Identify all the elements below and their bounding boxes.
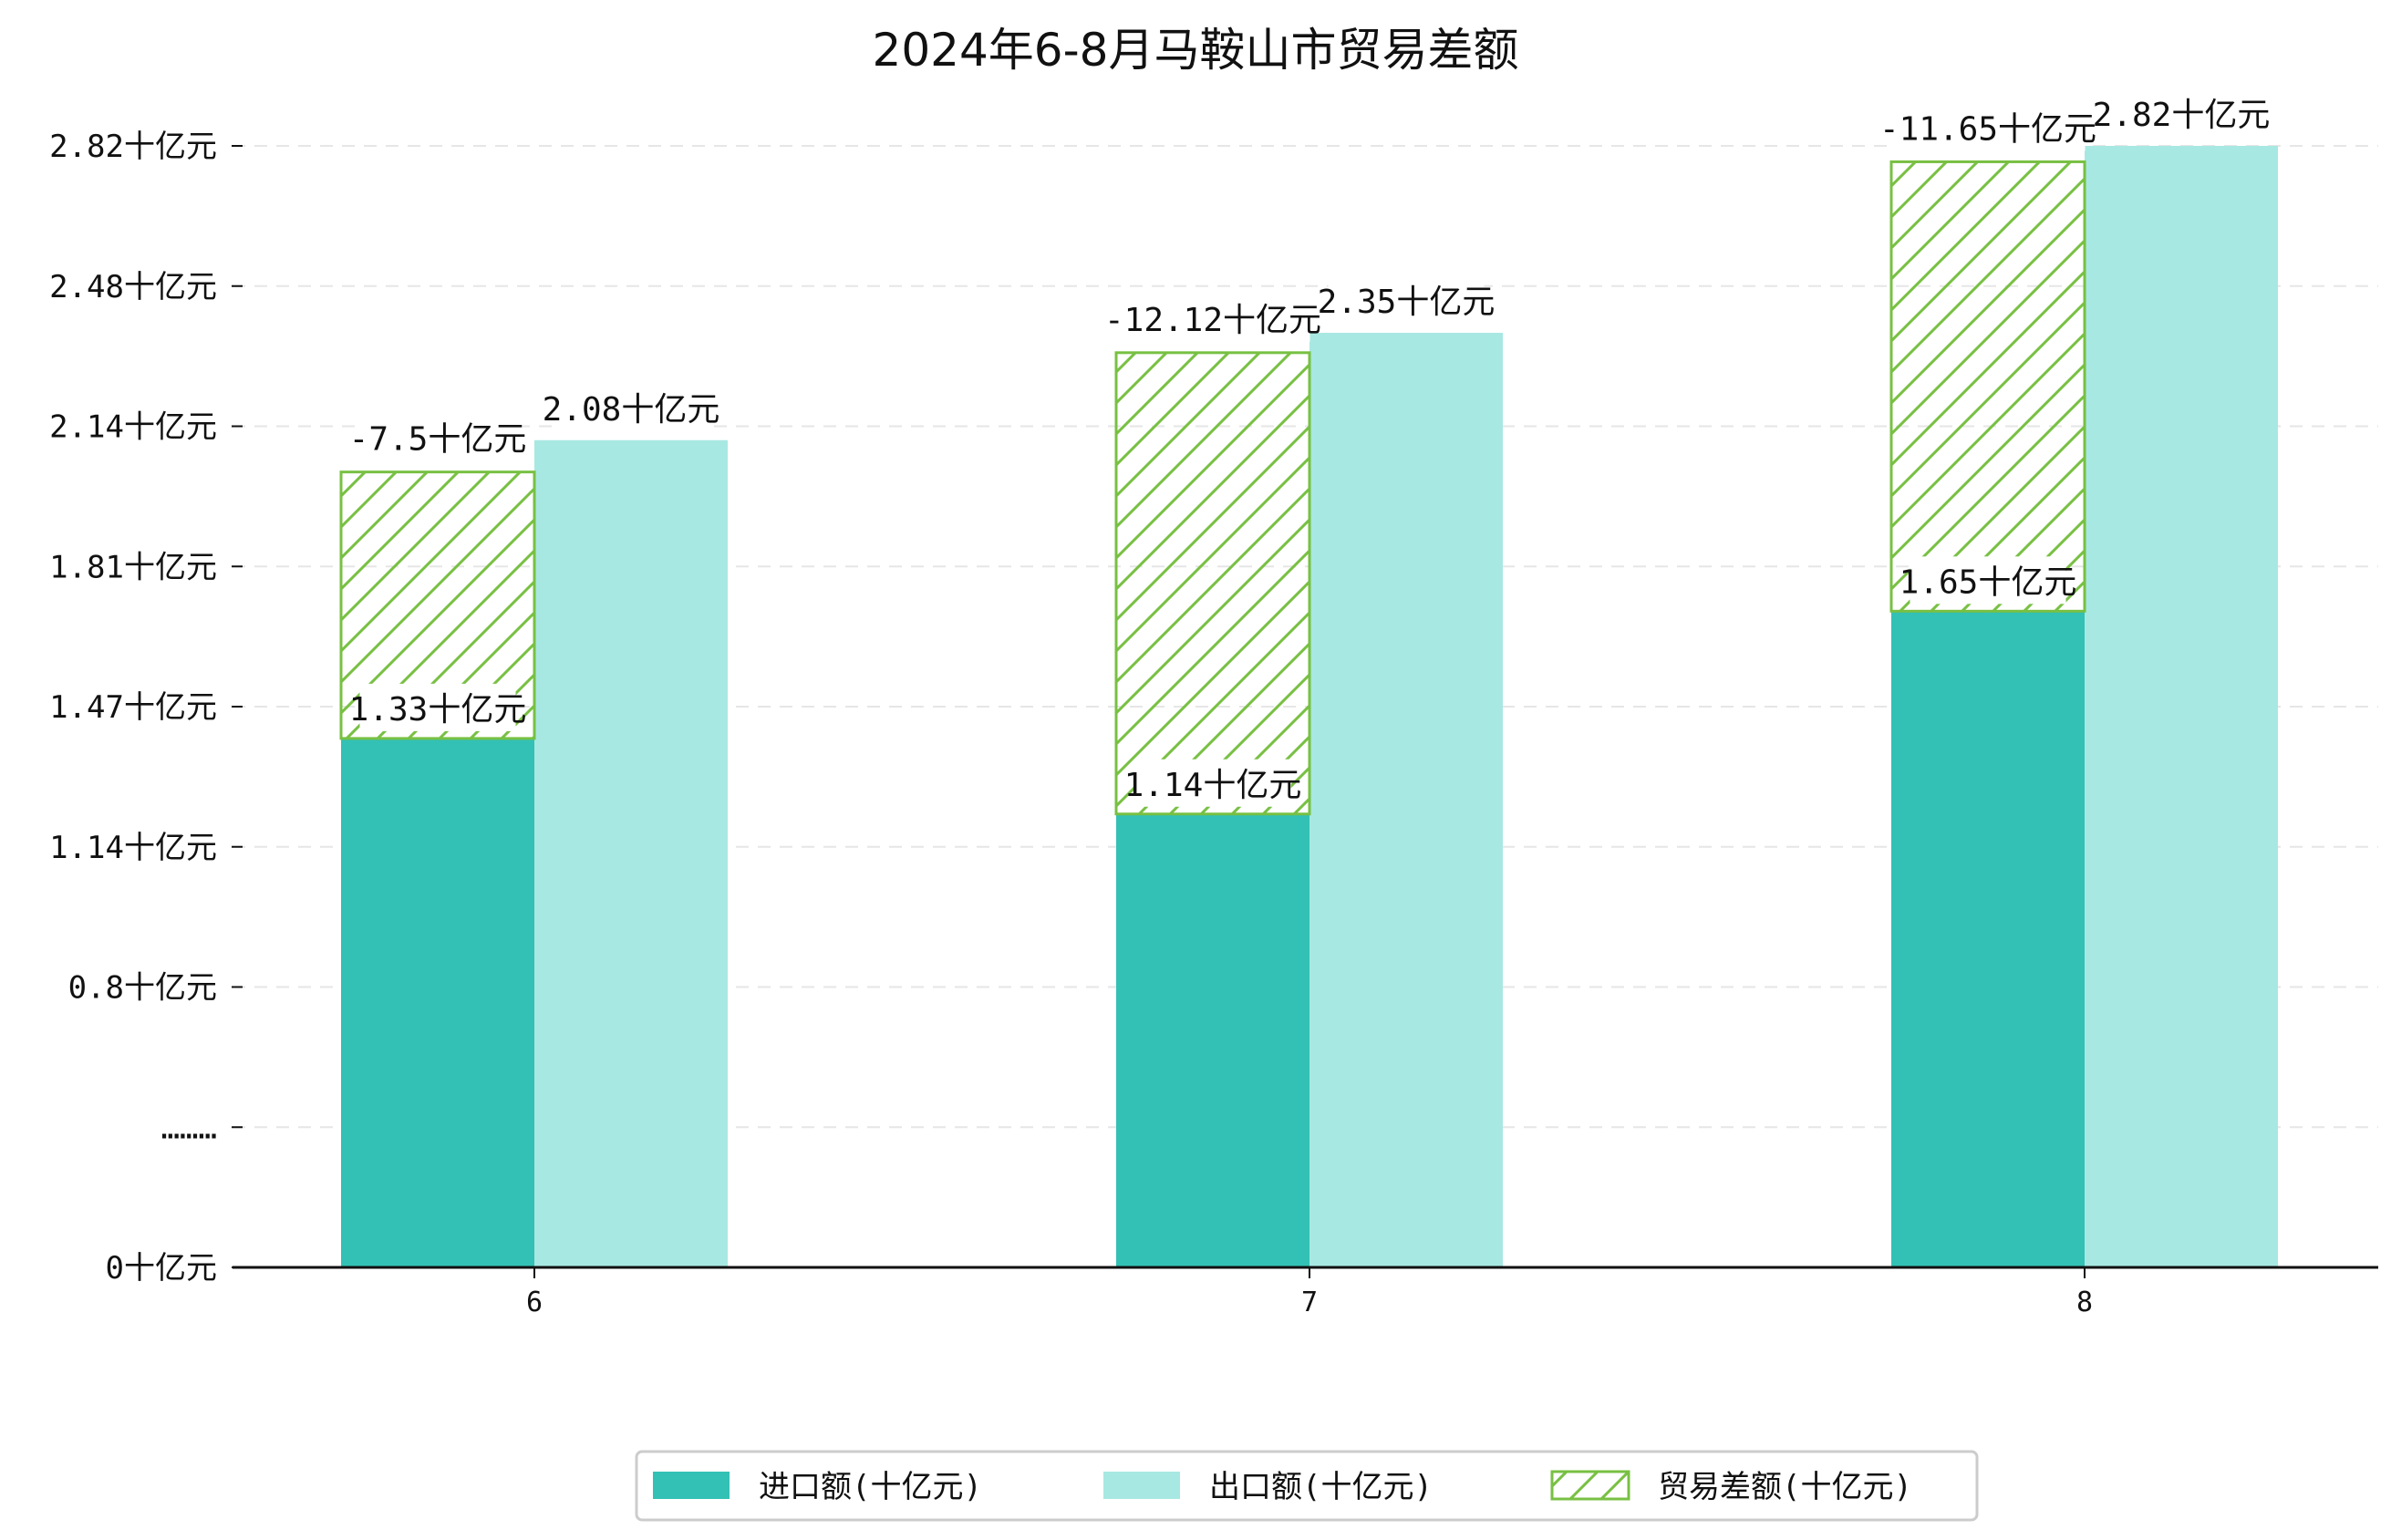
y-tick-label: 0.8十亿元 xyxy=(68,970,217,1007)
export-value-label-bg xyxy=(553,383,709,431)
import-value-label-bg xyxy=(1134,759,1291,807)
export-value-label: 2.35十亿元 xyxy=(1318,284,1496,321)
y-tick-label: 1.14十亿元 xyxy=(49,830,217,866)
import-value-label: 1.65十亿元 xyxy=(1899,563,2077,601)
y-tick-label: 0十亿元 xyxy=(106,1250,217,1287)
y-tick-label: 1.47十亿元 xyxy=(49,689,217,726)
trade-balance-bar xyxy=(1114,351,1311,816)
y-tick-label: 2.48十亿元 xyxy=(49,269,217,305)
x-axis: 6 7 8 xyxy=(233,1266,2378,1318)
import-value-label: 1.14十亿元 xyxy=(1124,767,1302,804)
import-value-label-bg xyxy=(1910,556,2066,605)
data-labels: 1.33十亿元 2.08十亿元 -7.5十亿元 1.14十亿元 2.35十亿元-12.1… xyxy=(349,89,2271,807)
balance-value-label: -11.65十亿元 xyxy=(1879,110,2096,148)
x-tick-label: 7 xyxy=(1301,1287,1318,1318)
y-tick-label: 2.14十亿元 xyxy=(49,409,217,446)
y-tick-label: ……… xyxy=(161,1110,217,1146)
export-value-label-bg xyxy=(1328,276,1485,324)
import-value-label-bg xyxy=(359,683,516,731)
legend-label-export: 出口额(十亿元) xyxy=(1209,1469,1433,1505)
export-value-label-bg xyxy=(2103,89,2260,137)
balance-value-label-bg xyxy=(1890,103,2086,151)
export-value-label: 2.82十亿元 xyxy=(2093,97,2271,134)
x-tick-label: 8 xyxy=(2076,1287,2093,1318)
chart-title: 2024年6-8月马鞍山市贸易差额 xyxy=(873,24,1519,77)
export-value-label: 2.08十亿元 xyxy=(543,391,720,429)
export-bar xyxy=(2085,146,2278,1267)
balance-value-label-bg xyxy=(359,413,516,461)
export-bar xyxy=(1309,333,1503,1267)
import-bar xyxy=(341,738,534,1267)
legend-label-balance: 贸易差额(十亿元) xyxy=(1658,1469,1912,1505)
export-bar xyxy=(534,439,728,1267)
legend: 进口额(十亿元) 出口额(十亿元) 贸易差额(十亿元) xyxy=(635,1450,1979,1522)
y-tick-label: 2.82十亿元 xyxy=(49,129,217,165)
import-value-label: 1.33十亿元 xyxy=(349,691,527,729)
trade-balance-bar xyxy=(1889,160,2086,613)
y-axis: 0十亿元 ……… 0.8十亿元 1.14十亿元 1.47十亿元 1.81十亿元 2.14十亿… xyxy=(49,129,243,1287)
balance-value-label: -12.12十亿元 xyxy=(1104,302,1321,339)
legend-frame xyxy=(635,1450,1979,1522)
x-tick-label: 6 xyxy=(526,1287,543,1318)
balance-value-label: -7.5十亿元 xyxy=(349,421,527,459)
legend-swatch-export xyxy=(1103,1472,1180,1499)
y-tick-label: 1.81十亿元 xyxy=(49,549,217,585)
legend-label-import: 进口额(十亿元) xyxy=(759,1469,982,1505)
legend-swatch-balance xyxy=(1550,1470,1630,1501)
import-bar xyxy=(1891,611,2085,1267)
balance-value-label-bg xyxy=(1115,294,1310,342)
bars xyxy=(339,146,2278,1267)
import-bar xyxy=(1116,813,1309,1267)
legend-swatch-import xyxy=(653,1472,730,1499)
